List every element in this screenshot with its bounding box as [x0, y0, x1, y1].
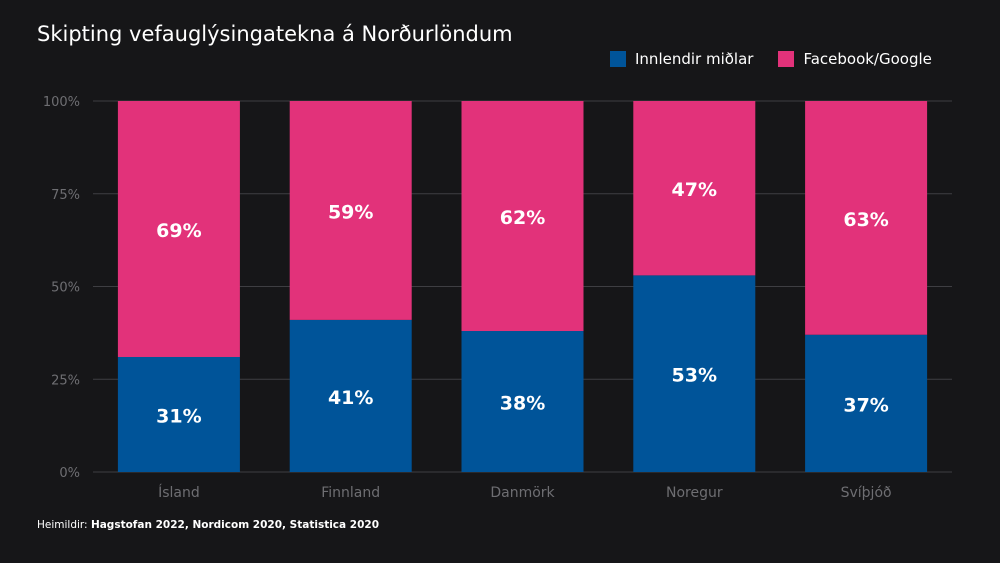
y-tick-label: 50% — [51, 281, 80, 296]
data-label: 37% — [843, 394, 888, 416]
y-tick-label: 25% — [51, 373, 80, 388]
x-tick-label: Noregur — [666, 485, 723, 501]
legend-swatch-domestic — [610, 51, 626, 67]
bar-segment-facebook-google — [805, 101, 928, 335]
bar-segment-facebook-google — [633, 101, 756, 276]
chart-title: Skipting vefauglýsingatekna á Norðurlönd… — [37, 22, 513, 46]
data-label: 31% — [156, 405, 201, 427]
data-label: 38% — [500, 393, 545, 415]
legend: Innlendir miðlar Facebook/Google — [610, 50, 957, 68]
bar-segment-facebook-google — [117, 101, 240, 357]
legend-label-facebook-google: Facebook/Google — [803, 50, 932, 68]
source-prefix: Heimildir: — [37, 519, 91, 531]
x-tick-label: Danmörk — [490, 485, 555, 501]
bar-segment-domestic — [461, 331, 584, 472]
legend-item-domestic: Innlendir miðlar — [610, 50, 753, 68]
legend-item-facebook-google: Facebook/Google — [778, 50, 932, 68]
bar-segment-facebook-google — [289, 101, 412, 320]
x-tick-label: Ísland — [158, 484, 200, 501]
bar-segment-domestic — [117, 356, 240, 472]
data-label: 59% — [328, 201, 373, 223]
bar-segment-facebook-google — [461, 101, 584, 332]
data-label: 41% — [328, 387, 373, 409]
data-label: 69% — [156, 220, 201, 242]
source-note: Heimildir: Hagstofan 2022, Nordicom 2020… — [37, 519, 379, 531]
y-tick-label: 0% — [59, 466, 80, 481]
data-label: 63% — [843, 209, 888, 231]
legend-label-domestic: Innlendir miðlar — [635, 50, 754, 68]
bar-segment-domestic — [805, 334, 928, 472]
data-label: 62% — [500, 207, 545, 229]
data-label: 53% — [672, 365, 717, 387]
bar-segment-domestic — [633, 275, 756, 472]
data-label: 47% — [672, 179, 717, 201]
y-tick-label: 100% — [43, 95, 80, 110]
y-tick-label: 75% — [51, 188, 80, 203]
x-tick-label: Svíþjóð — [841, 485, 892, 501]
legend-swatch-facebook-google — [778, 51, 795, 67]
bar-segment-domestic — [289, 319, 412, 472]
source-text: Hagstofan 2022, Nordicom 2020, Statistic… — [90, 519, 380, 531]
x-tick-label: Finnland — [321, 485, 380, 501]
